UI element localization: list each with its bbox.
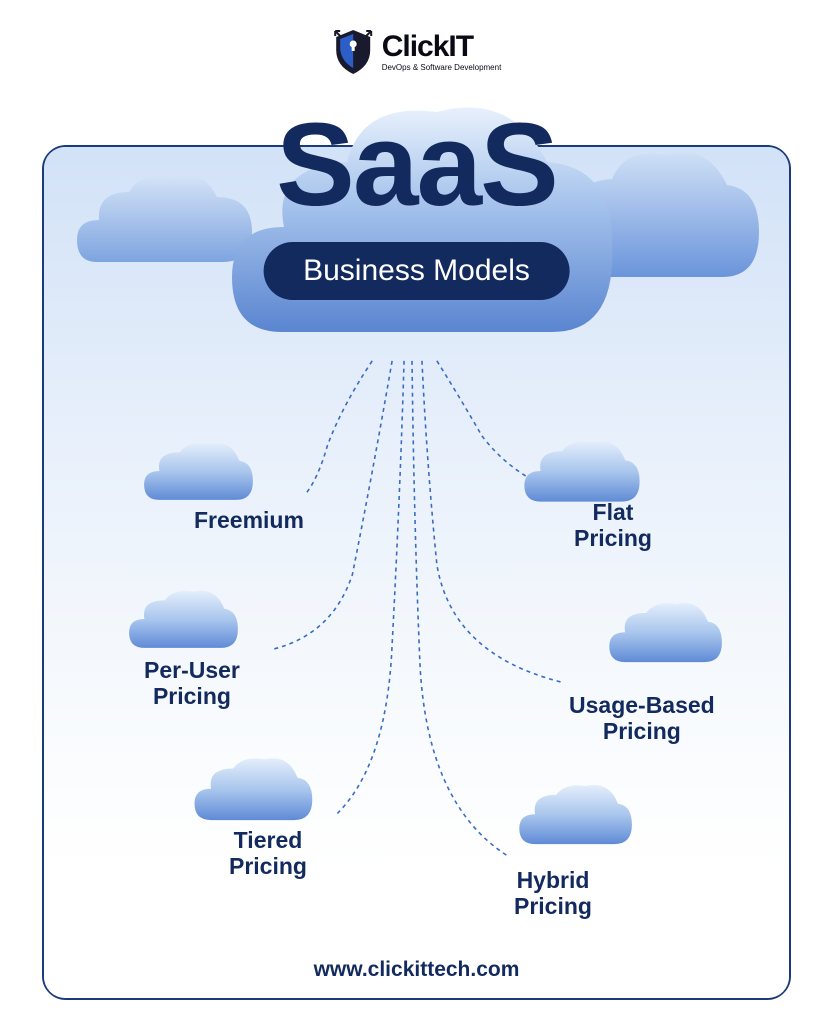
infographic-subtitle-pill: Business Models: [263, 242, 570, 300]
logo-tagline: DevOps & Software Development: [382, 64, 502, 72]
footer-url: www.clickittech.com: [300, 958, 534, 982]
shield-icon: [332, 28, 374, 76]
cloud-icon: [604, 597, 727, 676]
node-label-peruser: Per-UserPricing: [144, 657, 240, 710]
node-label-usage: Usage-BasedPricing: [569, 692, 715, 745]
node-label-hybrid: HybridPricing: [514, 867, 592, 920]
logo: ClickIT DevOps & Software Development: [332, 28, 502, 76]
cloud-icon: [124, 585, 243, 662]
infographic-title: SaaS: [276, 97, 557, 233]
cloud-icon: [189, 752, 318, 835]
cloud-icon: [139, 437, 258, 514]
hero-cloud-group: SaaS Business Models: [137, 92, 697, 362]
cloud-icon: [514, 779, 637, 858]
logo-brand: ClickIT: [382, 32, 502, 62]
node-label-freemium: Freemium: [194, 507, 304, 533]
node-label-flat: FlatPricing: [574, 499, 652, 552]
infographic-frame: SaaS Business Models Freemium FlatPricin…: [42, 145, 791, 1000]
node-label-tiered: TieredPricing: [229, 827, 307, 880]
